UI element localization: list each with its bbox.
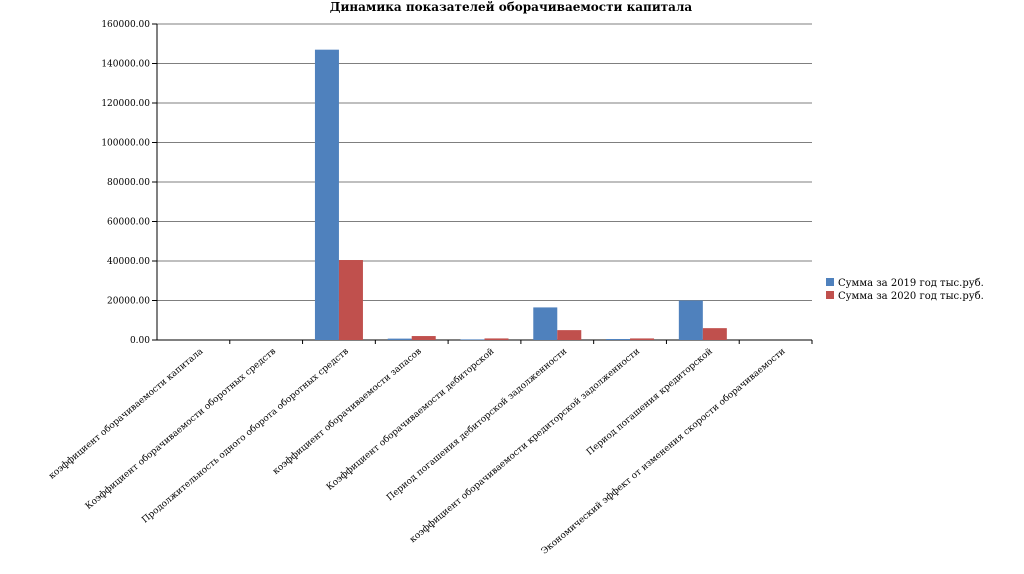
y-tick-label: 0.00: [130, 336, 150, 346]
bar-series-2019: [533, 307, 558, 340]
y-tick-label: 140000.00: [101, 60, 150, 70]
y-tick-label: 100000.00: [101, 139, 150, 149]
legend-entry: Сумма за 2019 год тыс.руб.: [838, 278, 984, 289]
bar-series-2020: [630, 338, 655, 340]
bars: [169, 49, 727, 341]
legend-swatch: [826, 278, 834, 286]
bar-series-2019: [606, 339, 631, 340]
axes: [152, 23, 813, 344]
y-tick-label: 40000.00: [107, 257, 150, 267]
y-tick-labels: 0.00 20000.00 40000.00 60000.00 80000.00 1000…: [101, 20, 150, 346]
x-category-label: Экономический эффект от изменения скорос…: [539, 346, 787, 557]
gridlines: [157, 23, 812, 301]
y-tick-label: 20000.00: [107, 297, 150, 307]
legend: Сумма за 2019 год тыс.руб. Сумма за 2020 …: [826, 278, 984, 302]
bar-series-2020: [338, 260, 363, 340]
y-tick-label: 80000.00: [107, 178, 150, 188]
x-category-label: коэффициент оборачиваемости запасов: [271, 346, 424, 477]
x-category-labels: коэффициент оборачиваемости капитала Коэф…: [47, 345, 788, 556]
bar-series-2020: [557, 330, 582, 340]
x-category-label: Коэффициент оборачиваемости дебиторской: [324, 346, 496, 493]
legend-entry: Сумма за 2020 год тыс.руб.: [838, 291, 984, 302]
x-category-label: Период погашения кредиторской: [585, 347, 715, 458]
y-tick-label: 60000.00: [107, 218, 150, 228]
bar-series-2019: [314, 49, 339, 341]
y-tick-label: 120000.00: [101, 99, 150, 109]
chart-title: Динамика показателей оборачиваемости кап…: [330, 0, 693, 14]
bar-series-2019: [460, 339, 485, 340]
bar-series-2019: [387, 338, 412, 340]
bar-series-2020: [702, 328, 727, 340]
y-tick-label: 160000.00: [101, 20, 150, 30]
x-category-label: коэффициент оборачиваемости кредиторской…: [408, 346, 642, 545]
bar-series-2019: [678, 300, 703, 340]
bar-series-2020: [411, 336, 436, 340]
bar-series-2020: [484, 338, 509, 340]
legend-swatch: [826, 291, 834, 299]
x-category-label: коэффициент оборачиваемости капитала: [47, 345, 206, 481]
